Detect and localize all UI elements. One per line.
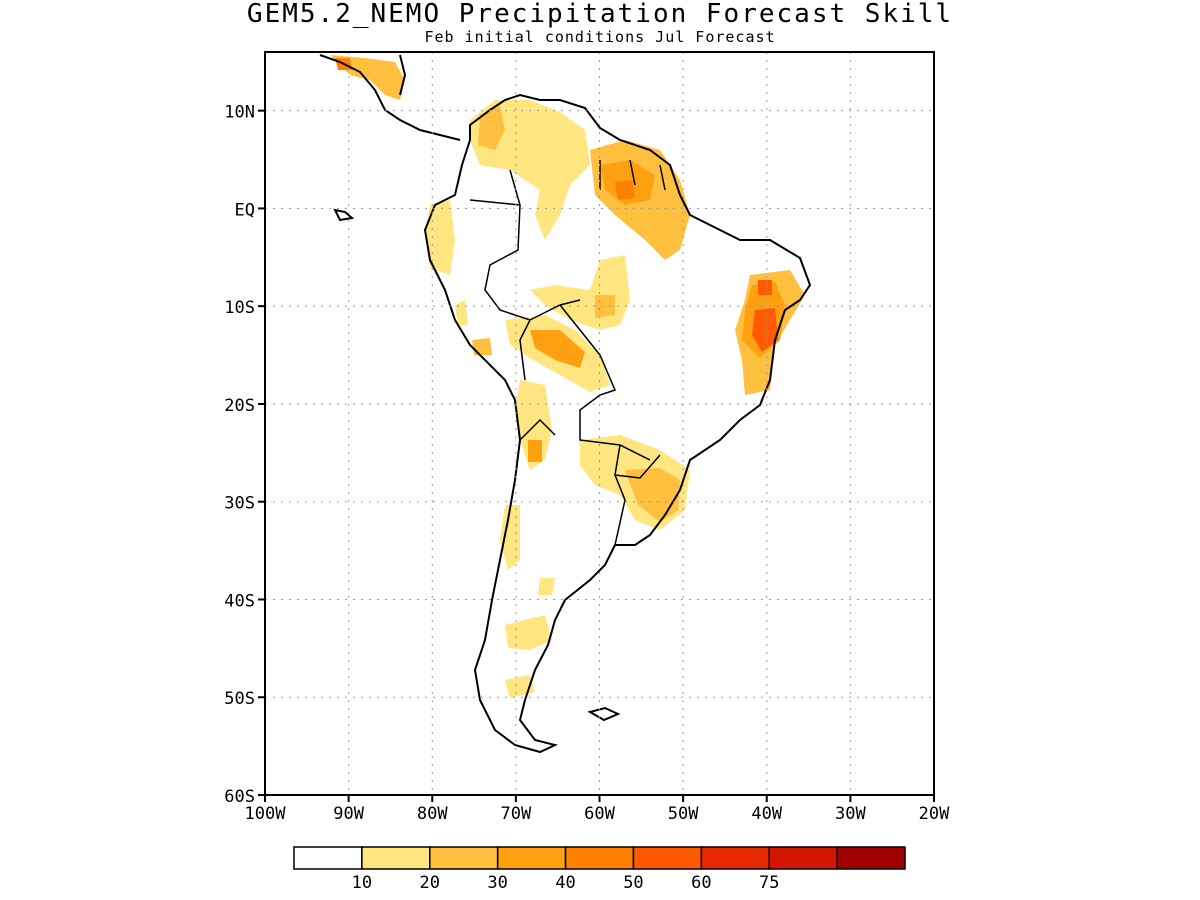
legend-label: 10 xyxy=(352,873,372,893)
skill-shading xyxy=(330,55,805,698)
legend-swatch xyxy=(836,846,906,870)
coastlines xyxy=(319,54,812,754)
lat-tick-label: 10S xyxy=(224,298,255,318)
lat-tick-label: 30S xyxy=(224,494,255,514)
pacific-islands xyxy=(333,208,355,222)
legend-label: 75 xyxy=(759,873,779,893)
lat-tick-label: 40S xyxy=(224,591,255,611)
legend-swatch xyxy=(361,846,431,870)
legend-swatch xyxy=(564,846,635,870)
map-subtitle: Feb initial conditions Jul Forecast xyxy=(424,28,776,46)
latitude-ticks: 10N EQ 10S 20S 30S 40S 50S 60S xyxy=(224,103,265,807)
lon-tick-label: 30W xyxy=(835,804,866,824)
lat-tick-label: 10N xyxy=(224,103,255,123)
lon-tick-label: 70W xyxy=(501,804,532,824)
legend-label: 40 xyxy=(555,873,575,893)
skill-area-colombia-core xyxy=(478,105,505,150)
legend-swatch xyxy=(293,846,363,870)
legend-label: 20 xyxy=(420,873,440,893)
longitude-ticks: 100W 90W 80W 70W 60W 50W 40W 30W 20W xyxy=(245,795,950,824)
lon-tick-label: 40W xyxy=(751,804,782,824)
skill-area-argentina xyxy=(538,578,555,595)
country-borders xyxy=(469,159,666,546)
lon-tick-label: 100W xyxy=(245,804,287,824)
legend-swatch xyxy=(632,846,703,870)
skill-area-amazon-core xyxy=(595,295,615,318)
color-legend: 10 20 30 40 50 60 75 xyxy=(293,846,906,893)
legend-swatch xyxy=(700,846,770,870)
lon-tick-label: 50W xyxy=(668,804,699,824)
legend-swatch xyxy=(429,846,499,870)
lat-tick-label: 60S xyxy=(224,787,255,807)
lon-tick-label: 60W xyxy=(584,804,615,824)
skill-area-south-brazil xyxy=(625,468,680,522)
falkland-islands xyxy=(587,706,621,722)
legend-label: 30 xyxy=(487,873,507,893)
lon-tick-label: 80W xyxy=(417,804,448,824)
skill-area-ne-brazil-peak-north xyxy=(758,280,772,295)
legend-swatch xyxy=(496,846,567,870)
skill-area-bolivia-core xyxy=(530,330,585,368)
skill-area-ecuador xyxy=(425,200,455,275)
lat-tick-label: EQ xyxy=(235,200,255,220)
skill-area-peru xyxy=(472,338,492,355)
legend-swatch xyxy=(768,846,838,870)
map-title: GEM5.2_NEMO Precipitation Forecast Skill xyxy=(246,0,954,29)
lat-tick-label: 50S xyxy=(224,689,255,709)
lon-tick-label: 90W xyxy=(333,804,364,824)
legend-label: 50 xyxy=(623,873,643,893)
skill-area-central-chile xyxy=(500,505,520,570)
central-america-coastline xyxy=(319,54,461,141)
skill-area-guianas-peak xyxy=(615,180,635,200)
skill-area-patagonia xyxy=(505,615,552,650)
skill-area-ne-brazil-peak xyxy=(752,308,778,352)
lat-tick-label: 20S xyxy=(224,396,255,416)
south-america-coastline xyxy=(423,93,812,754)
lon-tick-label: 20W xyxy=(919,804,950,824)
skill-area-peru-west xyxy=(455,300,468,325)
skill-area-andes-core xyxy=(528,440,542,462)
skill-area-andes xyxy=(515,380,552,470)
legend-label: 60 xyxy=(691,873,711,893)
